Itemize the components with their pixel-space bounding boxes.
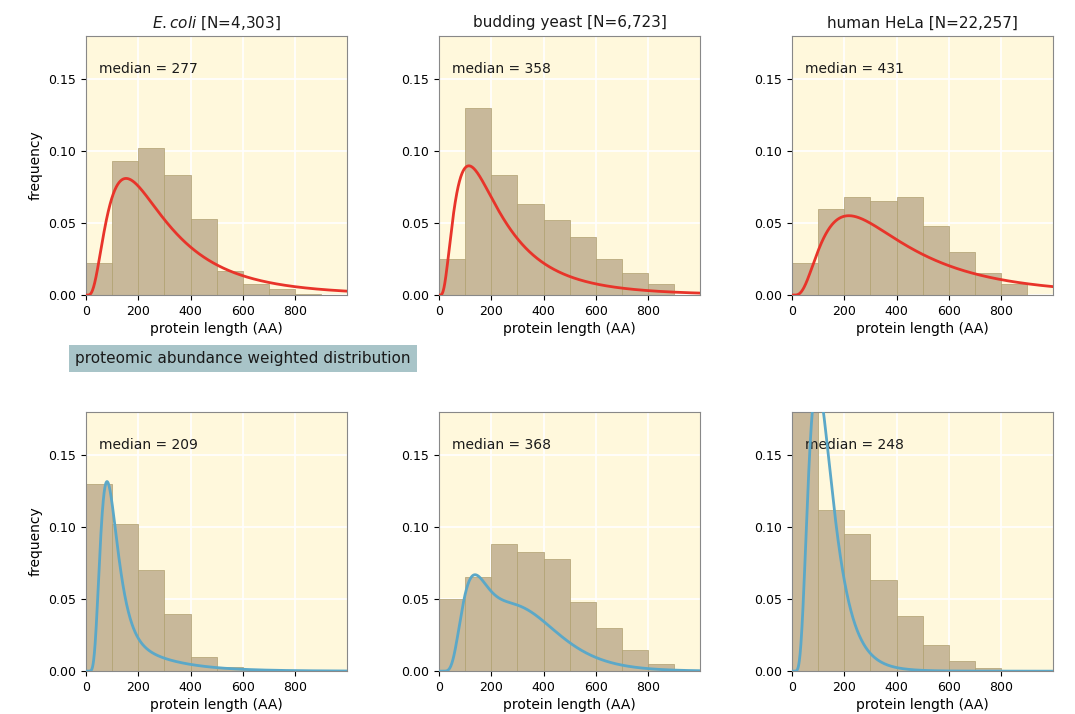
Title: human HeLa [N=22,257]: human HeLa [N=22,257] bbox=[828, 16, 1018, 31]
Bar bbox=[491, 176, 517, 295]
Bar bbox=[596, 259, 622, 295]
Bar bbox=[243, 670, 269, 671]
Bar bbox=[897, 616, 922, 671]
Bar bbox=[622, 273, 648, 295]
Bar bbox=[439, 599, 465, 671]
Bar bbox=[844, 534, 871, 671]
Bar bbox=[164, 176, 190, 295]
X-axis label: protein length (AA): protein length (AA) bbox=[151, 322, 283, 336]
Text: median = 248: median = 248 bbox=[805, 438, 904, 452]
Bar bbox=[818, 510, 844, 671]
Bar bbox=[871, 580, 897, 671]
Bar bbox=[622, 650, 648, 671]
X-axis label: protein length (AA): protein length (AA) bbox=[503, 698, 636, 712]
Bar bbox=[296, 293, 321, 295]
Bar bbox=[949, 661, 975, 671]
Bar bbox=[949, 252, 975, 295]
Text: median = 358: median = 358 bbox=[453, 61, 551, 76]
Bar bbox=[792, 263, 818, 295]
Bar bbox=[871, 201, 897, 295]
Bar bbox=[922, 645, 949, 671]
Bar bbox=[570, 602, 596, 671]
Bar bbox=[86, 263, 112, 295]
Text: median = 209: median = 209 bbox=[99, 438, 198, 452]
Bar bbox=[544, 220, 570, 295]
Bar bbox=[596, 628, 622, 671]
Bar bbox=[491, 544, 517, 671]
Bar bbox=[922, 226, 949, 295]
Bar bbox=[818, 208, 844, 295]
Bar bbox=[465, 578, 491, 671]
Bar bbox=[844, 197, 871, 295]
Bar bbox=[139, 148, 164, 295]
Bar bbox=[465, 108, 491, 295]
Bar bbox=[86, 484, 112, 671]
Bar bbox=[648, 664, 674, 671]
X-axis label: protein length (AA): protein length (AA) bbox=[857, 698, 989, 712]
Text: median = 277: median = 277 bbox=[99, 61, 198, 76]
Bar bbox=[112, 524, 139, 671]
Bar bbox=[975, 273, 1001, 295]
Bar bbox=[648, 283, 674, 295]
Text: median = 431: median = 431 bbox=[805, 61, 904, 76]
Bar bbox=[243, 283, 269, 295]
Text: proteomic abundance weighted distribution: proteomic abundance weighted distributio… bbox=[75, 351, 411, 366]
X-axis label: protein length (AA): protein length (AA) bbox=[503, 322, 636, 336]
Bar bbox=[112, 161, 139, 295]
Bar bbox=[975, 668, 1001, 671]
Bar bbox=[517, 551, 544, 671]
Bar bbox=[1001, 670, 1028, 671]
Bar bbox=[164, 613, 190, 671]
Bar bbox=[897, 197, 922, 295]
X-axis label: protein length (AA): protein length (AA) bbox=[151, 698, 283, 712]
Bar bbox=[544, 559, 570, 671]
X-axis label: protein length (AA): protein length (AA) bbox=[857, 322, 989, 336]
Bar bbox=[269, 289, 296, 295]
Bar bbox=[217, 271, 243, 295]
Bar bbox=[1001, 283, 1028, 295]
Bar bbox=[139, 570, 164, 671]
Title: budding yeast [N=6,723]: budding yeast [N=6,723] bbox=[473, 16, 666, 31]
Title: $\it{E. coli}$ [N=4,303]: $\it{E. coli}$ [N=4,303] bbox=[153, 14, 282, 31]
Bar bbox=[190, 218, 217, 295]
Bar bbox=[517, 204, 544, 295]
Bar bbox=[792, 405, 818, 671]
Y-axis label: frequency: frequency bbox=[29, 507, 43, 576]
Bar bbox=[217, 667, 243, 671]
Bar bbox=[439, 259, 465, 295]
Text: median = 368: median = 368 bbox=[453, 438, 551, 452]
Y-axis label: frequency: frequency bbox=[29, 131, 43, 200]
Bar bbox=[570, 238, 596, 295]
Bar bbox=[190, 657, 217, 671]
